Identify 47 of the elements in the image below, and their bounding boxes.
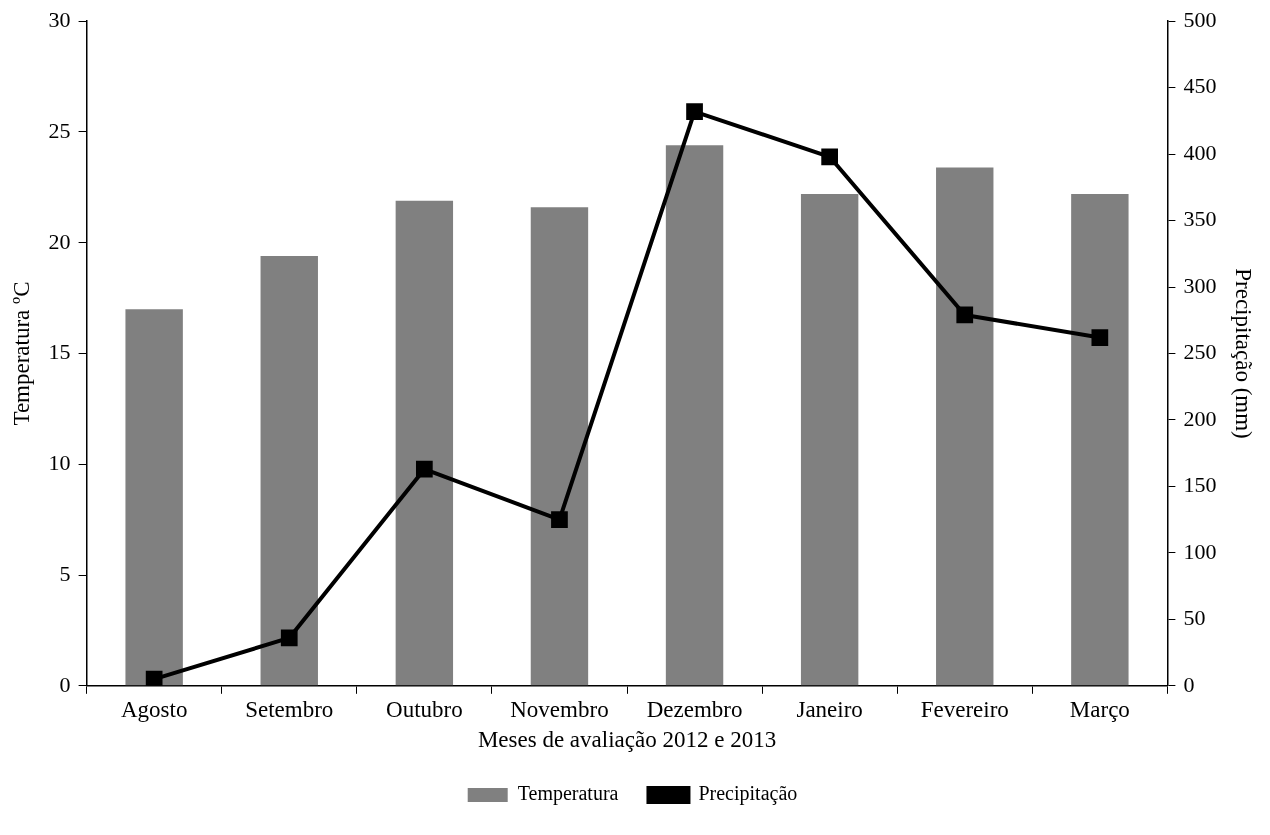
y-tick-label: 25 (48, 117, 71, 143)
legend-label: Precipitação (698, 782, 798, 806)
y-axis-title: Temperatura ºC (8, 281, 34, 426)
y-tick-label: 10 (48, 450, 71, 476)
bar (395, 200, 454, 686)
bar (125, 309, 183, 686)
y-tick-label: 5 (59, 560, 71, 586)
bar (530, 207, 589, 686)
point (145, 670, 163, 686)
y2-tick-label: 150 (1183, 472, 1217, 498)
x-tick-label: Setembro (245, 696, 334, 722)
y2-tick-label: 350 (1183, 206, 1217, 232)
bar (665, 145, 724, 686)
y2-tick-label: 250 (1183, 339, 1217, 365)
x-tick-label: Janeiro (796, 696, 863, 722)
x-tick-label: Dezembro (646, 696, 743, 722)
point (821, 148, 839, 166)
legend-label: Temperatura (517, 782, 619, 806)
y2-tick-label: 450 (1183, 73, 1217, 99)
x-axis-title: Meses de avaliação 2012 e 2013 (477, 727, 777, 753)
bar (260, 256, 318, 686)
y2-tick-label: 0 (1183, 671, 1195, 697)
point (956, 306, 974, 324)
y2-axis-title: Precipitação (mm) (1231, 268, 1257, 439)
point (551, 511, 568, 529)
y2-tick-label: 500 (1183, 6, 1217, 32)
y2-tick-label: 50 (1183, 605, 1206, 631)
y2-tick-label: 200 (1183, 405, 1217, 431)
x-tick-label: Março (1069, 696, 1130, 722)
point (415, 460, 433, 478)
y2-tick-label: 400 (1183, 139, 1217, 165)
point (280, 629, 298, 647)
bar (800, 194, 859, 686)
y-tick-label: 20 (48, 228, 71, 254)
bar (936, 167, 994, 686)
x-tick-label: Fevereiro (920, 696, 1009, 722)
point (1091, 329, 1109, 346)
y2-tick-label: 300 (1183, 272, 1217, 298)
y-tick-label: 0 (59, 671, 71, 697)
y-tick-label: 30 (48, 6, 71, 32)
bar (1071, 194, 1129, 686)
x-tick-label: Novembro (510, 696, 609, 722)
y-tick-label: 15 (48, 339, 71, 365)
y2-tick-label: 100 (1183, 538, 1217, 564)
point (686, 103, 703, 120)
x-tick-label: Agosto (120, 696, 188, 722)
x-tick-label: Outubro (386, 696, 463, 722)
